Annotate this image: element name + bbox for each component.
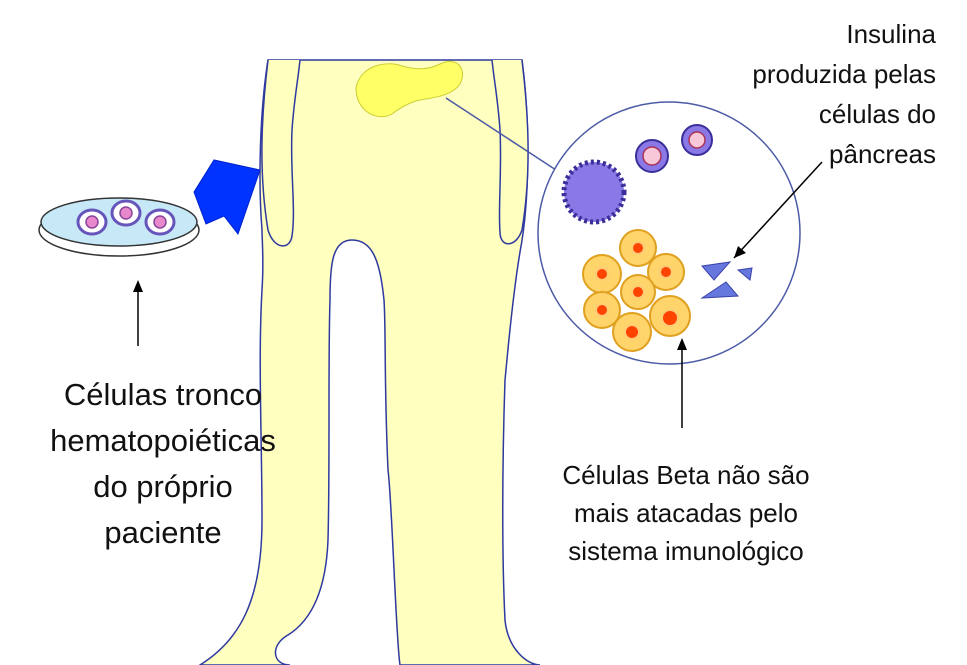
insulin-label-line: Insulina [846, 19, 936, 49]
beta-cell [649, 295, 691, 337]
zoom-connector-line [445, 97, 557, 171]
immune-cell-small-1 [635, 139, 669, 173]
stem-cells-label-line: do próprio [93, 469, 233, 504]
insulin-arrow [733, 161, 823, 259]
beta-cell [582, 254, 622, 294]
stem-cell [76, 208, 108, 236]
stem-cells-label: Células tronco hematopoiéticas do própri… [18, 372, 308, 556]
beta-cells-label-line: mais atacadas pelo [573, 498, 799, 528]
petri-dish-icon [38, 197, 200, 257]
pancreas-icon [355, 61, 463, 118]
insulin-label-line: produzida pelas [752, 59, 936, 89]
body-silhouette [198, 59, 541, 665]
beta-cell [647, 253, 685, 291]
stem-cells-label-line: paciente [104, 515, 222, 550]
beta-cells-label-line: Células Beta não são [562, 460, 810, 490]
beta-cell-cluster [582, 229, 691, 352]
insulin-label-line: pâncreas [829, 139, 936, 169]
right-arm [491, 59, 529, 245]
beta-cell [612, 312, 652, 352]
human-body [198, 59, 541, 665]
beta-cell [620, 274, 656, 310]
stem-cells-label-line: Células tronco [63, 377, 263, 412]
left-arm [261, 59, 301, 247]
beta-cells-label-line: sistema imunológico [568, 536, 804, 566]
stem-cell [110, 199, 142, 227]
beta-cell [619, 229, 657, 267]
immune-cells [561, 124, 713, 225]
insulin-label: Insulina produzida pelas células do pânc… [690, 14, 936, 174]
beta-cell [583, 291, 621, 329]
insulin-label-line: células do [818, 99, 936, 129]
insulin-fragments [700, 261, 753, 299]
immune-cell-large [561, 159, 627, 225]
stem-cell [144, 208, 176, 236]
beta-cells-label: Células Beta não são mais atacadas pelo … [510, 456, 862, 570]
stem-cells-label-line: hematopoiéticas [50, 423, 276, 458]
immune-cell-small-2 [681, 124, 713, 156]
big-arrow-icon [193, 159, 261, 236]
